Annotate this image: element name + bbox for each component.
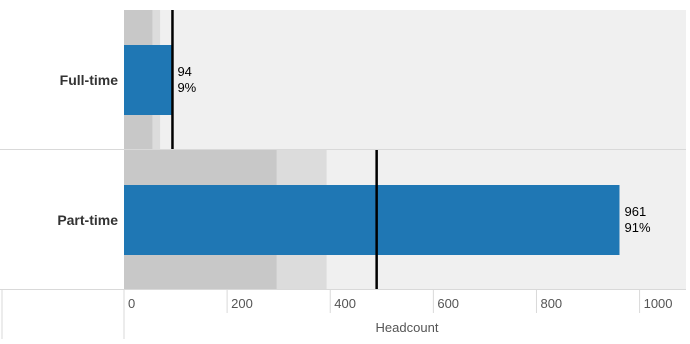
value-label-part-time: 961 (624, 204, 646, 219)
bar-full-time (124, 45, 173, 115)
x-axis: 0 200 400 600 800 1000 (1, 289, 673, 339)
x-tick-label: 400 (334, 296, 356, 311)
percent-label-full-time: 9% (177, 80, 196, 95)
value-label-full-time: 94 (177, 64, 191, 79)
x-axis-title: Headcount (376, 320, 439, 335)
x-tick-label: 800 (540, 296, 562, 311)
percent-label-part-time: 91% (624, 220, 650, 235)
bar-layer (124, 45, 620, 255)
x-tick-label: 1000 (644, 296, 673, 311)
divider-layer (0, 149, 686, 290)
x-tick-label: 0 (128, 296, 135, 311)
category-label-part-time: Part-time (57, 212, 118, 228)
x-tick-label: 600 (437, 296, 459, 311)
target-layer (171, 10, 378, 290)
x-tick-label: 200 (231, 296, 253, 311)
bar-part-time (124, 185, 620, 255)
category-label-full-time: Full-time (60, 72, 119, 88)
